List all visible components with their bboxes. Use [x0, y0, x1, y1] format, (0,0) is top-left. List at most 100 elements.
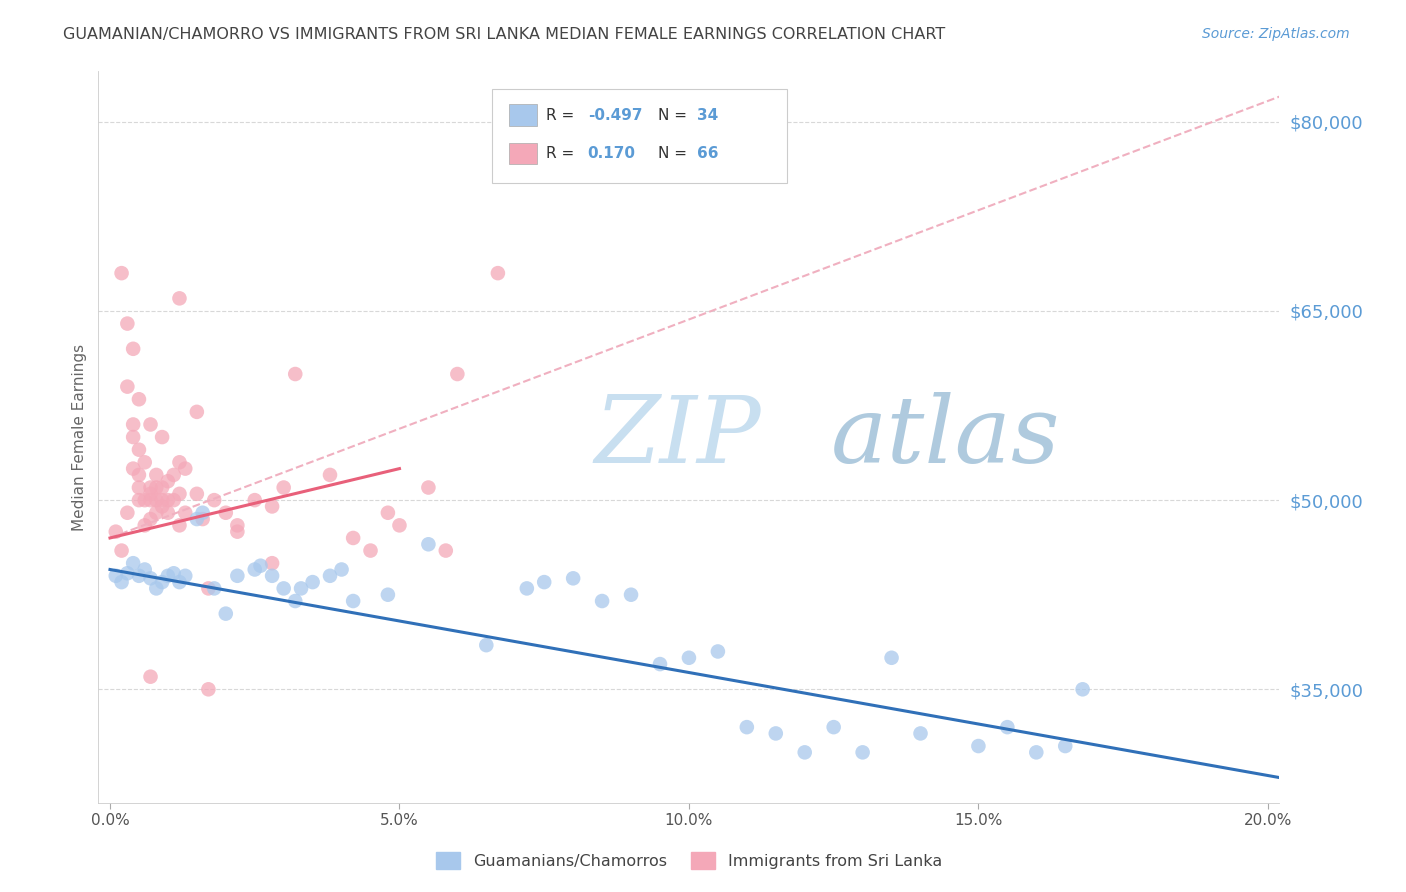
Point: [128, 493, 150, 508]
Point: [128, 481, 150, 495]
Point: [128, 442, 150, 457]
Point: [186, 512, 208, 526]
Legend: Guamanians/Chamorros, Immigrants from Sri Lanka: Guamanians/Chamorros, Immigrants from Sr…: [430, 846, 948, 875]
Point: [122, 461, 145, 475]
Point: [262, 500, 284, 514]
Point: [1025, 745, 1047, 759]
Point: [342, 531, 364, 545]
Point: [273, 481, 295, 495]
Point: [150, 493, 173, 508]
Point: [150, 500, 173, 514]
Point: [145, 582, 167, 596]
Point: [793, 745, 815, 759]
Point: [910, 726, 932, 740]
Point: [995, 720, 1018, 734]
Point: [249, 558, 271, 573]
Point: [735, 720, 758, 734]
Point: [163, 493, 186, 508]
Text: Source: ZipAtlas.com: Source: ZipAtlas.com: [1202, 27, 1350, 41]
Point: [156, 474, 179, 488]
Point: [128, 467, 150, 482]
Point: [360, 543, 382, 558]
Point: [104, 569, 127, 583]
Point: [215, 607, 238, 621]
Point: [122, 430, 145, 444]
Point: [139, 512, 162, 526]
Point: [128, 569, 150, 583]
Point: [169, 455, 191, 469]
Point: [446, 367, 468, 381]
Text: atlas: atlas: [831, 392, 1060, 482]
Point: [301, 575, 323, 590]
Point: [226, 518, 249, 533]
Point: [117, 317, 139, 331]
Point: [174, 506, 197, 520]
Point: [823, 720, 845, 734]
Point: [319, 569, 342, 583]
Point: [226, 569, 249, 583]
Point: [122, 417, 145, 432]
Point: [117, 379, 139, 393]
Point: [110, 575, 132, 590]
Point: [110, 543, 132, 558]
Point: [202, 582, 225, 596]
Point: [852, 745, 875, 759]
Point: [197, 582, 219, 596]
Point: [174, 461, 197, 475]
Point: [330, 562, 353, 576]
Point: [475, 638, 498, 652]
Point: [290, 582, 312, 596]
Point: [342, 594, 364, 608]
Text: N =: N =: [658, 108, 692, 122]
Point: [169, 487, 191, 501]
Point: [243, 493, 266, 508]
Point: [139, 417, 162, 432]
Point: [262, 556, 284, 570]
Point: [145, 467, 167, 482]
Point: [533, 575, 555, 590]
Point: [1071, 682, 1094, 697]
Point: [150, 481, 173, 495]
Point: [150, 430, 173, 444]
Point: [191, 512, 214, 526]
Point: [591, 594, 613, 608]
Point: [117, 506, 139, 520]
Point: [156, 569, 179, 583]
Text: R =: R =: [546, 108, 579, 122]
Point: [174, 569, 197, 583]
Text: N =: N =: [658, 146, 692, 161]
Point: [648, 657, 671, 671]
Point: [562, 571, 585, 585]
Point: [1054, 739, 1077, 753]
Point: [117, 566, 139, 581]
Text: 34: 34: [697, 108, 718, 122]
Point: [418, 537, 440, 551]
Point: [319, 467, 342, 482]
Point: [163, 566, 186, 581]
Point: [418, 481, 440, 495]
Text: 66: 66: [697, 146, 718, 161]
Point: [215, 506, 238, 520]
Text: GUAMANIAN/CHAMORRO VS IMMIGRANTS FROM SRI LANKA MEDIAN FEMALE EARNINGS CORRELATI: GUAMANIAN/CHAMORRO VS IMMIGRANTS FROM SR…: [63, 27, 945, 42]
Point: [262, 569, 284, 583]
Point: [169, 575, 191, 590]
Point: [880, 650, 903, 665]
Text: ZIP: ZIP: [595, 392, 761, 482]
Point: [134, 455, 156, 469]
Point: [226, 524, 249, 539]
Point: [486, 266, 509, 280]
Point: [273, 582, 295, 596]
Point: [156, 493, 179, 508]
Y-axis label: Median Female Earnings: Median Female Earnings: [72, 343, 87, 531]
Point: [284, 367, 307, 381]
Point: [156, 506, 179, 520]
Point: [122, 342, 145, 356]
Point: [186, 487, 208, 501]
Point: [707, 644, 730, 658]
Point: [169, 518, 191, 533]
Point: [145, 481, 167, 495]
Point: [145, 493, 167, 508]
Point: [128, 392, 150, 407]
Point: [122, 556, 145, 570]
Point: [134, 493, 156, 508]
